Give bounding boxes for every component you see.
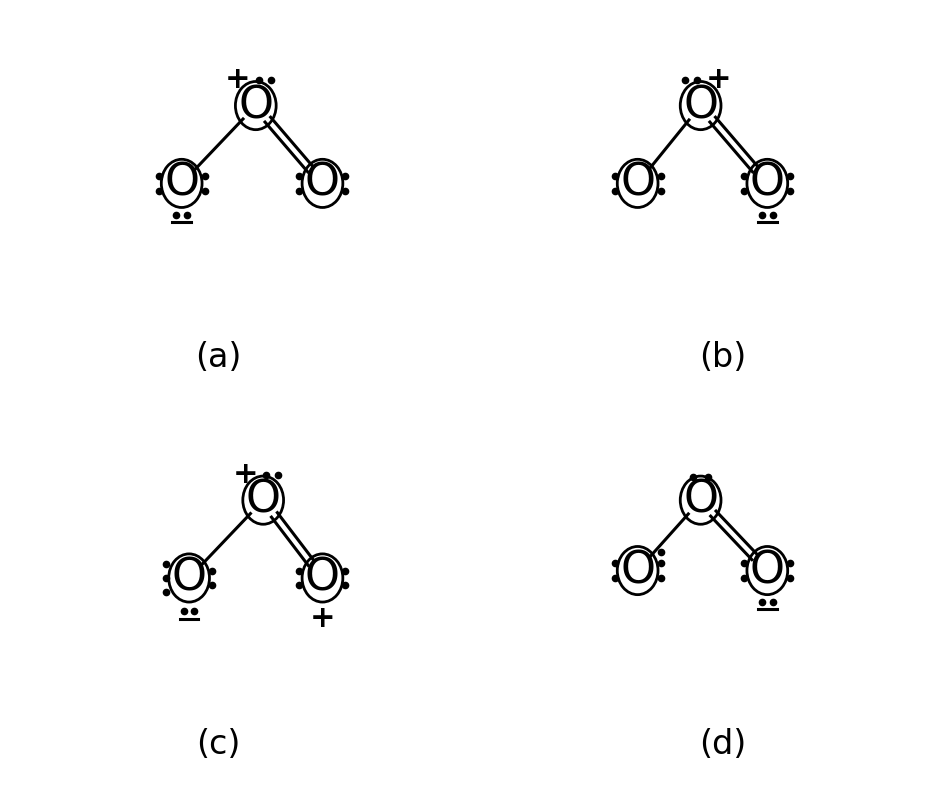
Text: +: + bbox=[233, 460, 258, 490]
Text: O: O bbox=[164, 162, 199, 205]
Text: O: O bbox=[620, 549, 655, 592]
Text: O: O bbox=[750, 549, 785, 592]
Text: O: O bbox=[683, 84, 718, 127]
Text: O: O bbox=[238, 84, 273, 127]
Text: +: + bbox=[706, 65, 732, 94]
Text: (c): (c) bbox=[196, 729, 241, 761]
Text: O: O bbox=[246, 479, 281, 521]
Text: O: O bbox=[750, 162, 785, 205]
Text: O: O bbox=[305, 162, 340, 205]
Text: O: O bbox=[172, 556, 207, 600]
Text: O: O bbox=[683, 479, 718, 521]
Text: O: O bbox=[620, 162, 655, 205]
Text: +: + bbox=[309, 604, 335, 634]
Text: (a): (a) bbox=[195, 341, 242, 374]
Text: +: + bbox=[225, 65, 251, 94]
Text: O: O bbox=[305, 556, 340, 600]
Text: (b): (b) bbox=[699, 341, 747, 374]
Text: (d): (d) bbox=[699, 729, 747, 761]
